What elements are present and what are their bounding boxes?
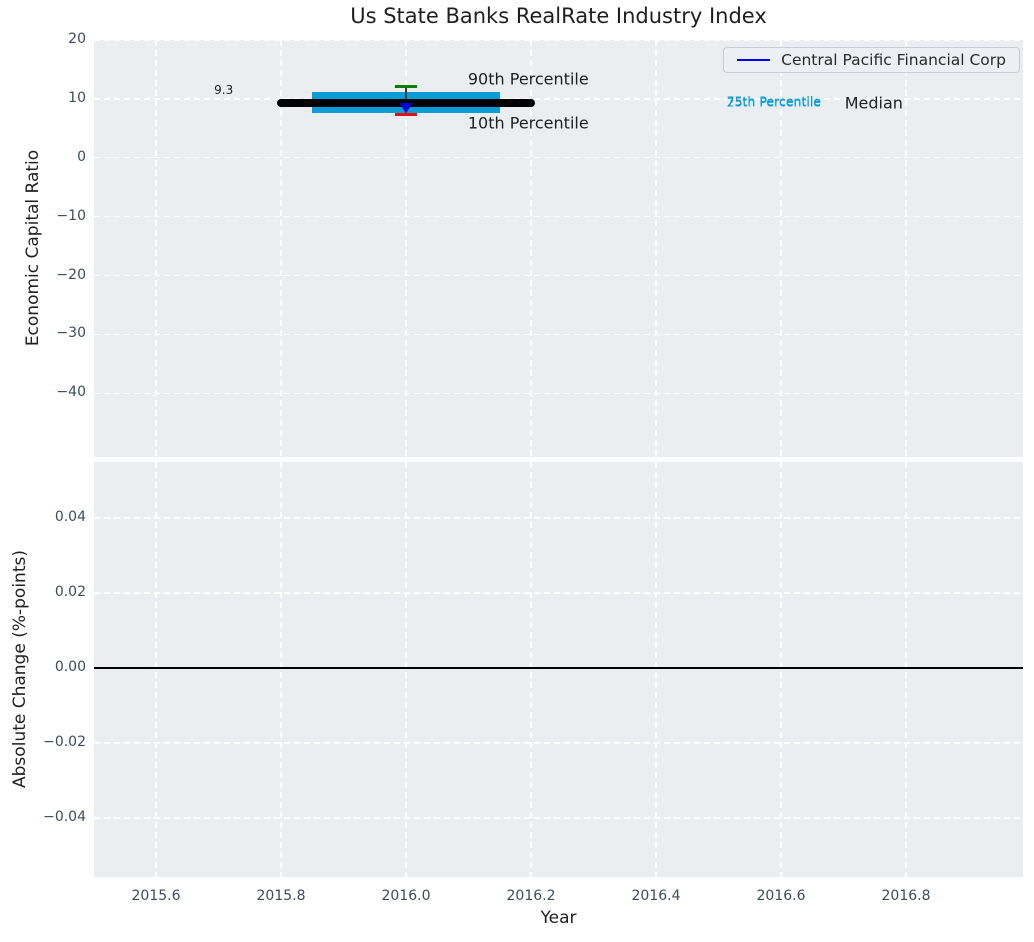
legend-label: Central Pacific Financial Corp <box>781 51 1006 69</box>
x-axis-label: Year <box>540 908 577 928</box>
gridline-x <box>280 40 282 457</box>
annotation-10th-percentile: 10th Percentile <box>467 113 589 133</box>
company-marker <box>398 102 413 113</box>
gridline-y <box>94 817 1023 819</box>
y-tick-label: 0.04 <box>54 508 86 525</box>
gridline-y <box>94 98 1023 100</box>
gridline-y <box>94 333 1023 336</box>
x-tick-label: 2015.6 <box>131 888 181 904</box>
zero-line <box>94 666 1023 669</box>
gridline-y <box>94 215 1023 218</box>
y-tick-label: −0.04 <box>43 809 86 825</box>
y-tick-label: −40 <box>56 384 86 401</box>
gridline-y <box>94 157 1023 159</box>
y-tick-label: 10 <box>68 89 86 106</box>
gridline-y <box>94 742 1023 744</box>
bottom-plot-area <box>94 462 1023 877</box>
annotation-9-3: 9.3 <box>214 83 234 98</box>
annotation-90th-percentile: 90th Percentile <box>467 69 589 89</box>
y-tick-label: 0 <box>77 148 86 165</box>
gridline-x <box>530 40 532 457</box>
gridline-x <box>155 462 157 877</box>
annotation-median: Median <box>844 93 903 113</box>
y-tick-label: −30 <box>56 325 86 342</box>
y-tick-label: 20 <box>68 31 86 47</box>
legend-line-sample <box>737 58 771 62</box>
gridline-x <box>655 462 657 877</box>
y-tick-label: −10 <box>56 207 86 224</box>
y-tick-label: 0.02 <box>54 583 86 600</box>
top-y-axis-label: Economic Capital Ratio <box>23 149 43 347</box>
gridline-x <box>530 462 532 877</box>
y-tick-label: −20 <box>56 266 86 283</box>
gridline-x <box>155 40 157 457</box>
gridline-x <box>405 462 407 877</box>
gridline-x <box>780 462 782 877</box>
gridline-x <box>780 40 782 457</box>
x-tick-label: 2015.8 <box>256 888 306 904</box>
gridline-y <box>94 274 1023 277</box>
x-tick-label: 2016.0 <box>381 888 431 904</box>
gridline-x <box>905 40 907 457</box>
annotation-25th-percentile: 25th Percentile <box>726 94 821 110</box>
gridline-y <box>94 592 1023 594</box>
p10-cap <box>395 113 417 117</box>
p90-cap <box>395 84 417 89</box>
x-tick-label: 2016.8 <box>881 888 931 904</box>
x-tick-label: 2016.2 <box>506 888 556 904</box>
gridline-x <box>405 40 407 457</box>
annotation-75th-percentile: 75th Percentile <box>726 93 821 109</box>
gridline-x <box>905 462 907 877</box>
gridline-x <box>280 462 282 877</box>
gridline-y <box>94 392 1023 395</box>
y-tick-label: −0.02 <box>43 734 86 750</box>
y-tick-label: 0.00 <box>54 658 86 675</box>
x-tick-label: 2016.6 <box>756 888 806 904</box>
chart-title: Us State Banks RealRate Industry Index <box>350 4 767 28</box>
top-plot-area: Central Pacific Financial Corp 9.3 90th P… <box>94 39 1023 457</box>
legend: Central Pacific Financial Corp <box>723 47 1020 73</box>
gridline-y <box>94 39 1023 41</box>
gridline-x <box>655 40 657 457</box>
x-tick-label: 2016.4 <box>631 888 681 904</box>
gridline-y <box>94 517 1023 519</box>
